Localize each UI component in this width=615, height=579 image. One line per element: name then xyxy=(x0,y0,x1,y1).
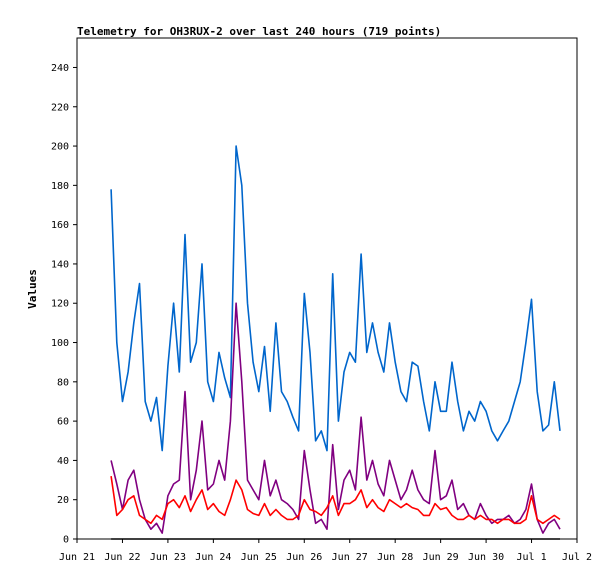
y-axis: 0 20 40 60 80 100 120 140 160 180 200 220 240 xyxy=(51,63,77,546)
x-tick-label: Jun 25 xyxy=(241,552,277,563)
y-tick-label: 60 xyxy=(57,417,69,428)
y-tick-label: 100 xyxy=(51,338,69,349)
x-tick-label: Jul 1 xyxy=(516,552,546,563)
x-tick-label: Jun 24 xyxy=(195,552,231,563)
y-tick-label: 140 xyxy=(51,259,69,270)
x-tick-label: Jul 2 xyxy=(562,552,592,563)
y-tick-label: 40 xyxy=(57,456,69,467)
x-tick-label: Jun 28 xyxy=(377,552,413,563)
chart-title: Telemetry for OH3RUX-2 over last 240 hou… xyxy=(77,25,441,38)
y-tick-label: 120 xyxy=(51,299,69,310)
x-tick-label: Jun 29 xyxy=(423,552,459,563)
y-tick-label: 240 xyxy=(51,63,69,74)
x-tick-label: Jun 30 xyxy=(468,552,504,563)
y-tick-label: 180 xyxy=(51,181,69,192)
x-tick-label: Jun 22 xyxy=(104,552,140,563)
x-tick-label: Jun 21 xyxy=(59,552,95,563)
y-tick-label: 80 xyxy=(57,377,69,388)
series-line-2 xyxy=(110,302,561,534)
x-tick-label: Jun 23 xyxy=(150,552,186,563)
x-tick-label: Jun 26 xyxy=(286,552,322,563)
y-tick-label: 20 xyxy=(57,495,69,506)
series-layer xyxy=(110,145,561,540)
y-tick-label: 220 xyxy=(51,102,69,113)
y-tick-label: 0 xyxy=(63,535,69,546)
y-tick-label: 160 xyxy=(51,220,69,231)
y-tick-label: 200 xyxy=(51,142,69,153)
plot-area xyxy=(76,37,578,540)
series-line-3 xyxy=(110,475,561,525)
series-line-1 xyxy=(110,145,561,452)
x-tick-label: Jun 27 xyxy=(332,552,368,563)
x-axis: Jun 21 Jun 22 Jun 23 Jun 24 Jun 25 Jun 26 Jun … xyxy=(59,539,592,563)
y-axis-title: Values xyxy=(26,269,39,309)
